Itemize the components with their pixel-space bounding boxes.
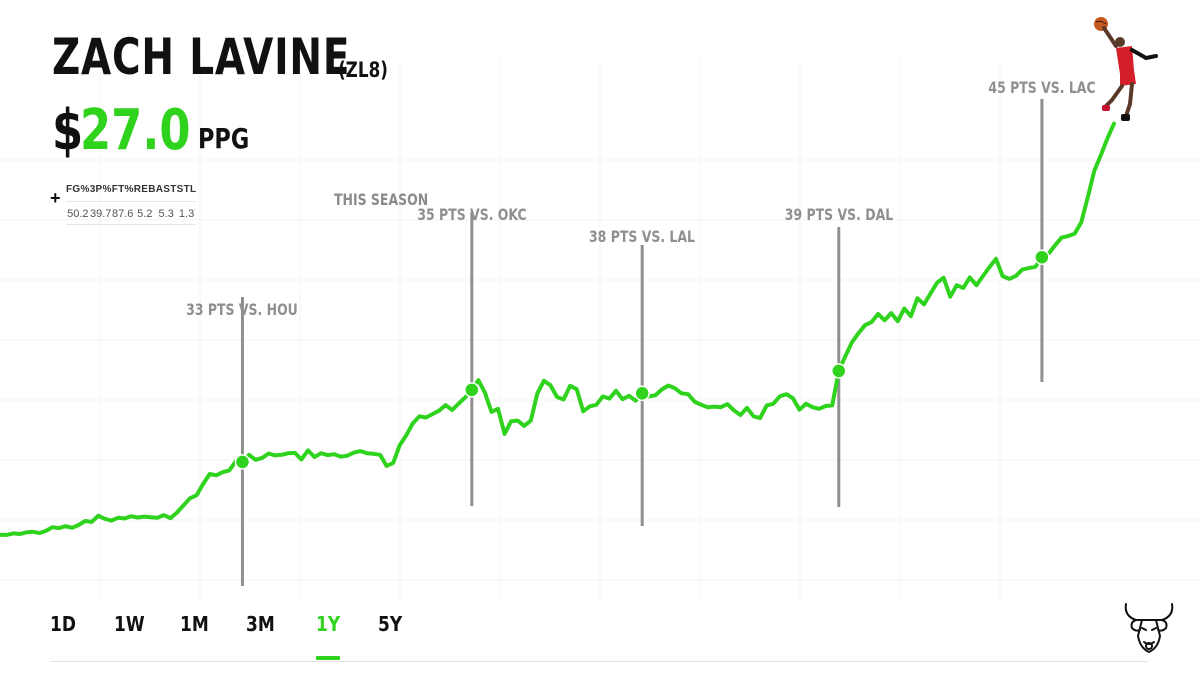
price-unit: PPG (198, 122, 250, 155)
stat-value: 5.2 (133, 201, 156, 225)
active-range-indicator (316, 656, 340, 660)
stat-header: REB (133, 182, 156, 202)
range-1m-button[interactable]: 1M (180, 612, 209, 636)
time-range-selector: 1D 1W 1M 3M 1Y 5Y (50, 612, 1148, 664)
range-1d-button[interactable]: 1D (50, 612, 76, 636)
stat-value: 50.2 (66, 201, 90, 225)
dunking-player-image (1094, 17, 1158, 121)
stat-header: STL (176, 182, 197, 202)
stat-value: 5.3 (155, 201, 177, 225)
stat-header: AST (155, 182, 177, 202)
series-line (0, 121, 1116, 537)
annotation-marker[interactable] (464, 382, 480, 398)
stat-header: FG% (66, 182, 90, 202)
currency-symbol: $ (52, 98, 84, 163)
annotation-marker[interactable] (831, 363, 847, 379)
stat-value: 87.6 (111, 201, 134, 225)
price-value: 27.0 (80, 98, 191, 163)
range-1w-button[interactable]: 1W (114, 612, 145, 636)
stat-header: 3P% (89, 182, 112, 202)
annotation-label: 45 PTS VS. LAC (988, 78, 1096, 97)
season-label: THIS SEASON (334, 190, 429, 209)
bulls-logo-icon (1124, 603, 1174, 653)
price-display: $ 27.0 PPG (52, 98, 249, 163)
stat-value: 39.7 (89, 201, 112, 225)
stock-header: ZACH LAVINE (ZL8) $ 27.0 PPG (52, 28, 434, 163)
annotation-label: 35 PTS VS. OKC (417, 205, 527, 224)
annotation-marker[interactable] (634, 385, 650, 402)
player-name: ZACH LAVINE (52, 28, 351, 86)
ticker-symbol: (ZL8) (338, 58, 388, 82)
range-1y-button[interactable]: 1Y (316, 612, 341, 636)
annotation-label: 33 PTS VS. HOU (186, 300, 299, 319)
annotation-marker[interactable] (1034, 249, 1050, 265)
stat-header: FT% (111, 182, 134, 202)
stat-value: 1.3 (176, 201, 197, 225)
range-divider (50, 661, 1148, 662)
stats-table: FG% 3P% FT% REB AST STL 50.2 39.7 87.6 5… (66, 182, 197, 225)
range-5y-button[interactable]: 5Y (378, 612, 403, 636)
range-3m-button[interactable]: 3M (246, 612, 275, 636)
annotation-marker[interactable] (234, 454, 251, 470)
annotation-label: 38 PTS VS. LAL (589, 227, 696, 246)
expand-stats-button[interactable]: + (50, 188, 61, 208)
annotation-label: 39 PTS VS. DAL (784, 205, 893, 224)
